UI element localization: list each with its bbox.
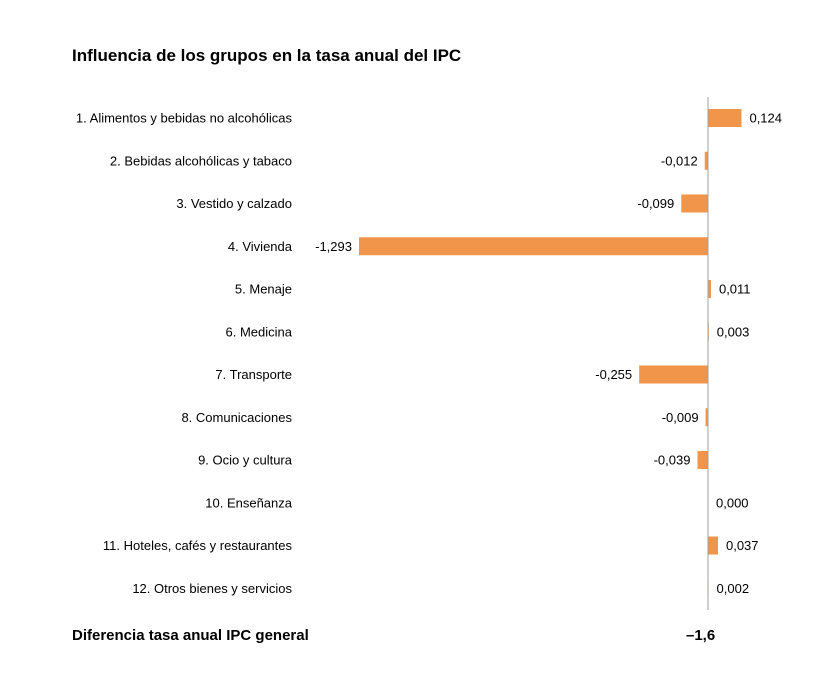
value-label: 0,011 xyxy=(719,282,751,297)
category-label: 11. Hoteles, cafés y restaurantes xyxy=(103,538,293,553)
value-label: -0,039 xyxy=(654,453,691,468)
bar xyxy=(708,536,718,555)
value-label: 0,000 xyxy=(716,495,749,510)
category-label: 7. Transporte xyxy=(215,367,292,382)
value-label: -0,009 xyxy=(662,410,699,425)
category-label: 10. Enseñanza xyxy=(205,495,293,510)
value-labels: 0,124 -0,012 -0,099 -1,293 0,011 0,003 -0,255 -… xyxy=(315,111,782,596)
value-label: -0,255 xyxy=(595,367,632,382)
bar xyxy=(704,151,708,170)
category-label: 3. Vestido y calzado xyxy=(176,196,292,211)
value-label: 0,124 xyxy=(749,111,782,126)
bar xyxy=(708,280,711,298)
bar xyxy=(708,109,742,127)
bars xyxy=(359,109,742,598)
category-label: 1. Alimentos y bebidas no alcohólicas xyxy=(76,111,293,126)
value-label: -0,099 xyxy=(637,196,674,211)
bar xyxy=(705,408,708,427)
category-label: 8. Comunicaciones xyxy=(181,410,292,425)
bar xyxy=(359,237,708,256)
bar xyxy=(681,194,708,213)
value-label: 0,037 xyxy=(726,538,759,553)
bar xyxy=(697,451,708,469)
category-labels: 1. Alimentos y bebidas no alcohólicas 2. … xyxy=(76,111,293,596)
value-label: -0,012 xyxy=(661,153,698,168)
bar xyxy=(639,365,708,384)
value-label: -1,293 xyxy=(315,239,352,254)
category-label: 4. Vivienda xyxy=(228,239,293,254)
value-label: 0,003 xyxy=(717,324,750,339)
category-label: 9. Ocio y cultura xyxy=(198,453,293,468)
chart-title: Influencia de los grupos en la tasa anua… xyxy=(72,46,462,65)
category-label: 12. Otros bienes y servicios xyxy=(132,581,292,596)
category-label: 5. Menaje xyxy=(235,282,292,297)
category-label: 6. Medicina xyxy=(226,324,293,339)
value-label: 0,002 xyxy=(717,581,750,596)
category-label: 2. Bebidas alcohólicas y tabaco xyxy=(110,153,292,168)
footer-label: Diferencia tasa anual IPC general xyxy=(72,627,309,644)
footer-value: –1,6 xyxy=(686,627,716,644)
